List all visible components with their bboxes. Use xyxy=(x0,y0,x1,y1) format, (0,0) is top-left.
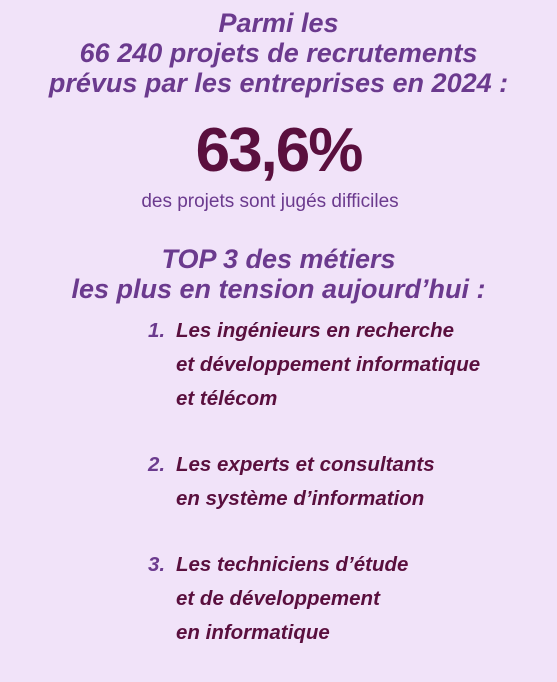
job-number: 2. xyxy=(148,453,166,476)
top3-line: les plus en tension aujourd’hui : xyxy=(71,274,486,304)
top3-line: TOP 3 des métiers xyxy=(161,244,396,274)
job-title: Les experts et consultants en système d’… xyxy=(176,448,435,516)
job-title: Les ingénieurs en recherche et développe… xyxy=(176,314,480,416)
top3-job-list: 1. Les ingénieurs en recherche et dévelo… xyxy=(148,314,548,682)
difficulty-percentage: 63,6% xyxy=(195,116,364,185)
job-number: 3. xyxy=(148,553,166,576)
intro-heading: Parmi les 66 240 projets de recrutements… xyxy=(0,8,557,98)
job-title-line: et télécom xyxy=(176,387,278,410)
job-title-line: et de développement xyxy=(176,587,380,610)
intro-line: Parmi les xyxy=(218,8,339,38)
intro-line: prévus par les entreprises en 2024 : xyxy=(48,68,509,98)
job-item-1: 1. Les ingénieurs en recherche et dévelo… xyxy=(148,314,548,416)
intro-line: 66 240 projets de recrutements xyxy=(79,38,478,68)
job-title-line: et développement informatique xyxy=(176,353,481,376)
job-title-line: en système d’information xyxy=(176,487,425,510)
top3-heading: TOP 3 des métiers les plus en tension au… xyxy=(0,244,557,304)
job-item-2: 2. Les experts et consultants en système… xyxy=(148,448,548,516)
job-item-3: 3. Les techniciens d’étude et de dévelop… xyxy=(148,548,548,650)
job-title-line: en informatique xyxy=(176,621,330,644)
difficulty-caption: des projets sont jugés difficiles xyxy=(141,191,399,212)
job-title-line: Les experts et consultants xyxy=(176,453,435,476)
job-title-line: Les techniciens d’étude xyxy=(176,553,409,576)
job-title: Les techniciens d’étude et de développem… xyxy=(176,548,408,650)
job-title-line: Les ingénieurs en recherche xyxy=(176,319,455,342)
job-number: 1. xyxy=(148,319,166,342)
